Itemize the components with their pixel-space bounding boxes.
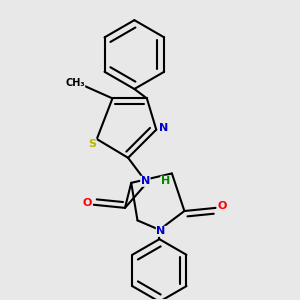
Text: O: O: [217, 201, 226, 211]
Text: N: N: [156, 226, 166, 236]
Text: S: S: [88, 139, 96, 149]
Text: N: N: [141, 176, 150, 186]
Text: H: H: [161, 176, 170, 186]
Text: O: O: [83, 198, 92, 208]
Text: N: N: [160, 123, 169, 133]
Text: CH₃: CH₃: [65, 78, 85, 88]
